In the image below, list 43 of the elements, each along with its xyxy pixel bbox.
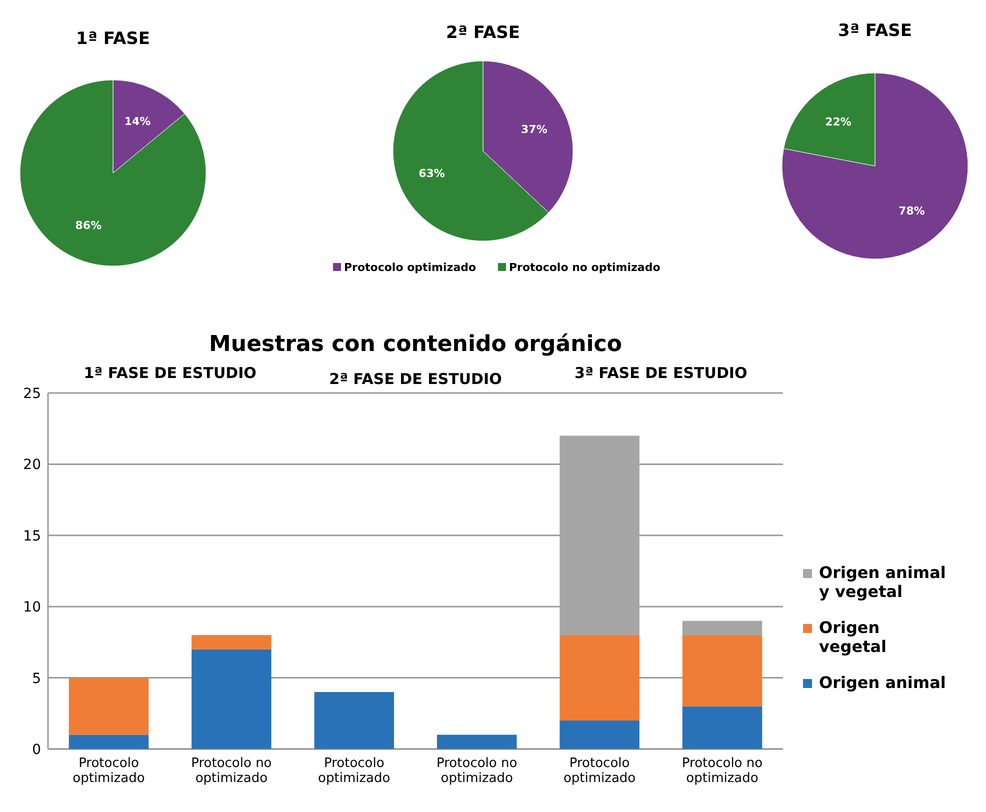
chart-title: 1ª FASE: [76, 29, 150, 49]
data-label: 63%: [418, 167, 445, 180]
bar: [192, 635, 272, 650]
data-label: 37%: [521, 122, 548, 136]
chart-title: 3ª FASE: [838, 21, 912, 41]
bar: [682, 706, 762, 749]
bar: [314, 692, 394, 749]
x-tick-label: Protocolo optimizado: [563, 756, 636, 786]
x-tick-label: Protocolo optimizado: [72, 756, 145, 786]
y-tick-label: 25: [23, 386, 41, 402]
x-tick-label: Protocolo optimizado: [318, 756, 390, 786]
x-tick-label: Protocolo no optimizado: [682, 756, 763, 786]
pie-slice: [20, 80, 206, 266]
x-tick-label: Protocolo no optimizado: [436, 756, 518, 786]
bar: [68, 734, 149, 749]
bar: [560, 720, 640, 749]
legend-label: Origen vegetal: [819, 618, 887, 656]
bar: [560, 635, 640, 721]
bar: [192, 649, 272, 749]
legend-label: Origen animal y vegetal: [819, 563, 946, 601]
y-tick-label: 15: [23, 528, 41, 544]
bar: [682, 635, 762, 706]
data-label: 78%: [898, 204, 925, 218]
x-tick-label: Protocolo no optimizado: [191, 756, 272, 786]
y-tick-label: 20: [23, 457, 41, 474]
chart-title: Muestras con contenido orgánico: [209, 332, 622, 357]
text: 1ª FASE DE ESTUDIO: [84, 364, 256, 382]
y-tick-label: 5: [32, 670, 41, 687]
data-label: 14%: [124, 114, 151, 128]
bar: [436, 734, 517, 749]
y-tick-label: 10: [23, 600, 41, 616]
legend-label: Protocolo no optimizado: [509, 261, 661, 274]
data-label: 86%: [75, 219, 102, 232]
pie-slice: [782, 72, 968, 260]
data-label: 22%: [825, 116, 852, 129]
text: 3ª FASE DE ESTUDIO: [574, 364, 748, 382]
bar: [68, 678, 149, 735]
legend-label: Protocolo optimizado: [344, 261, 476, 274]
legend-label: Origen animal: [819, 673, 946, 692]
y-tick-label: 0: [32, 742, 41, 758]
bar: [682, 620, 762, 636]
chart-title: 2ª FASE: [446, 23, 520, 43]
text: 2ª FASE DE ESTUDIO: [329, 370, 502, 388]
